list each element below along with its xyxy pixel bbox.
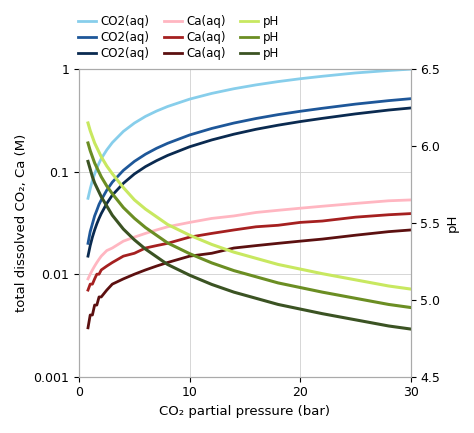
X-axis label: CO₂ partial pressure (bar): CO₂ partial pressure (bar) (159, 405, 330, 418)
Y-axis label: pH: pH (446, 214, 459, 232)
Y-axis label: total dissolved CO₂, Ca (M): total dissolved CO₂, Ca (M) (15, 134, 28, 312)
Legend: CO2(aq), CO2(aq), CO2(aq), Ca(aq), Ca(aq), Ca(aq), pH, pH, pH: CO2(aq), CO2(aq), CO2(aq), Ca(aq), Ca(aq… (78, 15, 279, 60)
